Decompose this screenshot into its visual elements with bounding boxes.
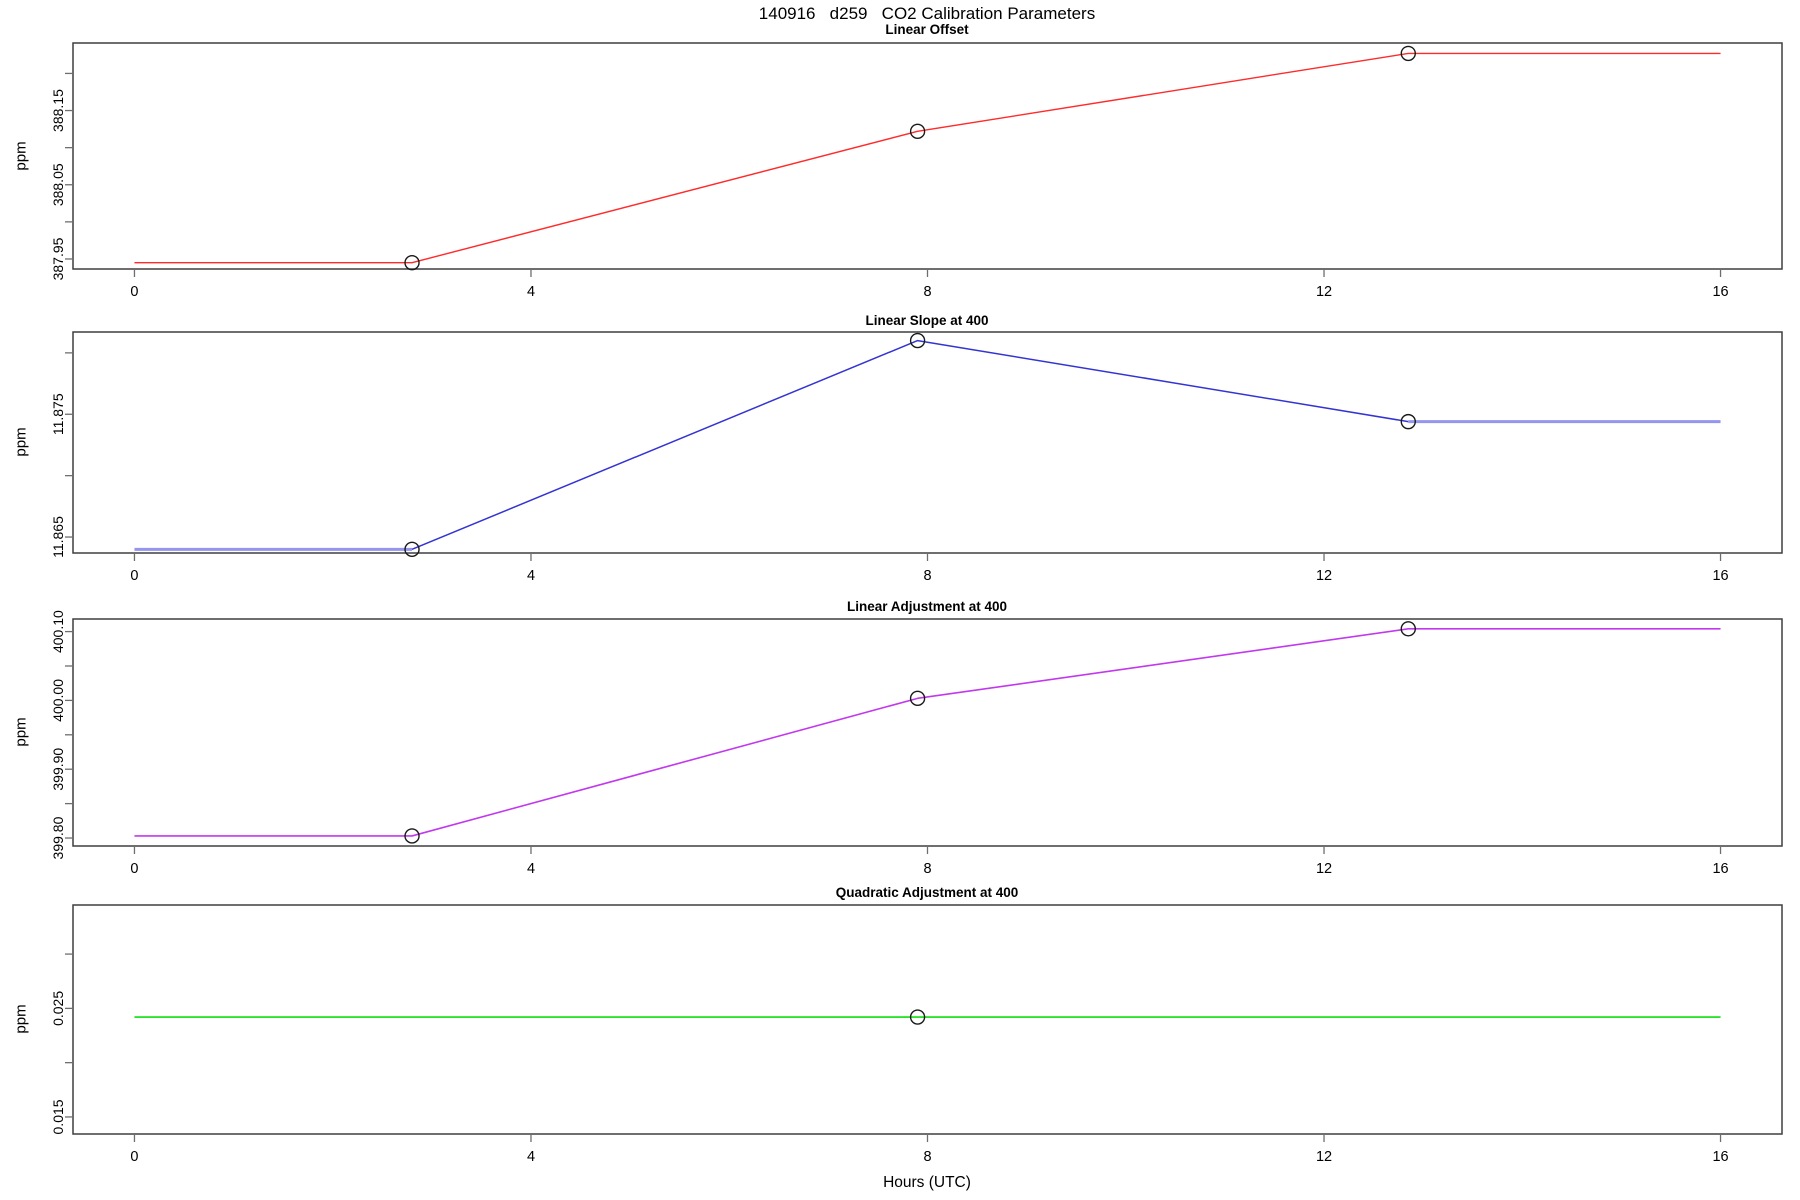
y-tick-label: 388.05 (50, 163, 66, 206)
y-tick-label: 387.95 (50, 237, 66, 280)
x-tick-label: 0 (130, 861, 138, 877)
y-tick-label: 399.90 (50, 748, 66, 791)
y-tick-label: 0.025 (50, 991, 66, 1026)
x-tick-label: 16 (1712, 284, 1728, 300)
y-tick-label: 11.865 (50, 516, 66, 558)
y-tick-label: 388.15 (50, 89, 66, 132)
plot-box (72, 618, 1783, 847)
data-point-marker (404, 828, 420, 844)
data-point-marker (1400, 413, 1416, 430)
series-line (411, 339, 1409, 551)
panel-title: Quadratic Adjustment at 400 (835, 885, 1019, 900)
panel-plot-3: 0.015 0.025 0 4 8 12 16 (50, 904, 1783, 1165)
y-axis-label: ppm (12, 141, 30, 171)
x-tick-label: 16 (1712, 568, 1728, 584)
panel-title: Linear Slope at 400 (865, 313, 989, 328)
y-tick-label: 11.875 (50, 393, 66, 435)
x-tick-label: 8 (923, 1149, 931, 1165)
y-axis-label: ppm (12, 1004, 30, 1034)
x-tick-label: 12 (1316, 284, 1332, 300)
plot-box (72, 42, 1783, 270)
x-tick-label: 12 (1316, 568, 1332, 584)
x-axis-label: Hours (UTC) (883, 1174, 971, 1191)
data-point-marker (909, 332, 926, 349)
x-tick-label: 16 (1712, 861, 1728, 877)
x-tick-label: 0 (130, 568, 138, 584)
data-point-marker (909, 690, 926, 707)
y-tick-label: 400.00 (50, 679, 66, 722)
plot-box (72, 331, 1783, 554)
panel-plot-2: 399.80 399.90 400.00 400.10 0 4 8 12 16 (50, 610, 1783, 877)
panel-plot-0: 387.95 388.05 388.15 0 4 8 12 16 (50, 42, 1783, 300)
plot-box (72, 904, 1783, 1135)
y-axis-label: ppm (12, 717, 30, 747)
data-point-marker (1400, 45, 1416, 62)
x-tick-label: 0 (130, 284, 138, 300)
panel-plot-1: 11.865 11.875 0 4 8 12 16 (50, 331, 1783, 584)
data-point-marker (909, 123, 926, 140)
x-tick-label: 16 (1712, 1149, 1728, 1165)
x-tick-label: 4 (527, 1149, 535, 1165)
panel-title: Linear Adjustment at 400 (846, 599, 1008, 614)
y-axis-label: ppm (12, 427, 30, 457)
y-tick-label: 0.015 (50, 1099, 66, 1134)
data-point-marker (404, 541, 420, 558)
x-tick-label: 8 (923, 284, 931, 300)
x-tick-label: 8 (923, 568, 931, 584)
x-tick-label: 12 (1316, 1149, 1332, 1165)
x-tick-label: 4 (527, 861, 535, 877)
panel-title: Linear Offset (885, 22, 969, 37)
x-tick-label: 8 (923, 861, 931, 877)
plot-title: 140916 d259 CO2 Calibration Parameters (758, 4, 1096, 23)
data-point-marker (909, 1009, 926, 1025)
data-point-marker (404, 254, 420, 271)
x-tick-label: 4 (527, 568, 535, 584)
x-tick-label: 4 (527, 284, 535, 300)
series-line (134, 628, 1721, 837)
series-line (134, 52, 1721, 264)
data-point-marker (1400, 621, 1416, 637)
y-tick-label: 400.10 (50, 610, 66, 653)
x-tick-label: 0 (130, 1149, 138, 1165)
y-tick-label: 399.80 (50, 816, 66, 859)
x-tick-label: 12 (1316, 861, 1332, 877)
